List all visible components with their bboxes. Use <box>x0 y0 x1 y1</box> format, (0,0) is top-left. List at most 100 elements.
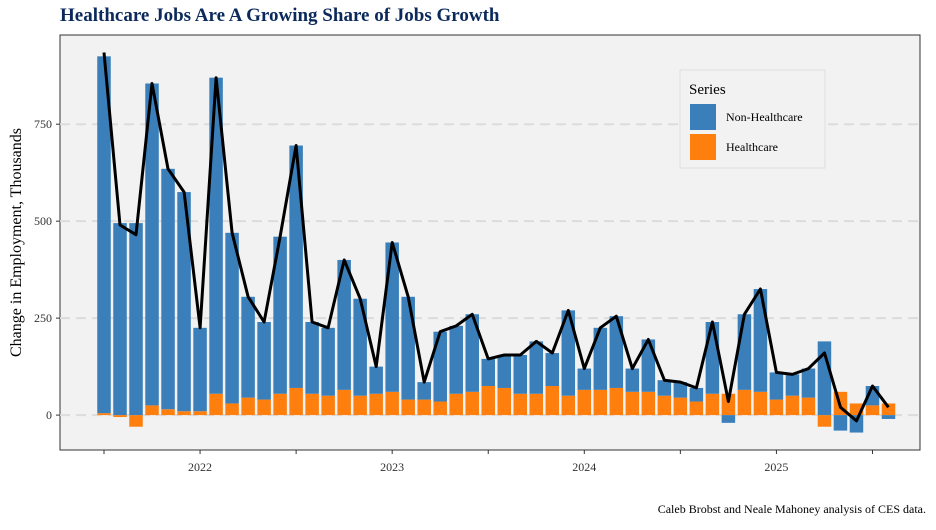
bar-healthcare <box>193 411 207 416</box>
chart-title: Healthcare Jobs Are A Growing Share of J… <box>60 5 500 26</box>
bar-healthcare <box>817 415 832 427</box>
bar-healthcare <box>705 393 720 416</box>
bar-healthcare <box>385 391 399 416</box>
legend-label: Healthcare <box>726 140 778 154</box>
bar-healthcare <box>401 399 415 416</box>
x-tick-label: 2025 <box>764 460 788 474</box>
bar-non-healthcare <box>769 372 784 400</box>
bar-healthcare <box>593 389 608 416</box>
bar-non-healthcare <box>305 322 319 394</box>
bar-healthcare <box>689 401 704 416</box>
bar-healthcare <box>561 395 576 416</box>
bar-non-healthcare <box>385 242 399 392</box>
bar-non-healthcare <box>353 298 367 396</box>
bar-healthcare <box>113 415 127 418</box>
bar-non-healthcare <box>257 322 271 400</box>
bar-non-healthcare <box>417 382 431 400</box>
bar-non-healthcare <box>193 327 207 412</box>
bar-non-healthcare <box>737 314 752 390</box>
bar-healthcare <box>657 395 672 416</box>
y-tick-label: 0 <box>46 408 52 422</box>
bar-healthcare <box>609 387 624 416</box>
x-tick-label: 2023 <box>380 460 404 474</box>
bar-non-healthcare <box>273 236 287 394</box>
bar-non-healthcare <box>529 341 544 394</box>
bar-non-healthcare <box>97 56 111 414</box>
legend-swatch <box>690 104 716 130</box>
bar-non-healthcare <box>513 354 528 394</box>
bar-healthcare <box>881 403 896 416</box>
bar-healthcare <box>241 397 255 416</box>
bar-healthcare <box>225 403 239 416</box>
bar-healthcare <box>481 386 495 416</box>
legend-label: Non-Healthcare <box>726 110 803 124</box>
bar-non-healthcare <box>369 366 383 394</box>
bar-healthcare <box>753 391 768 416</box>
bar-non-healthcare <box>321 327 335 396</box>
legend-swatch <box>690 134 716 160</box>
bar-healthcare <box>289 387 303 416</box>
bar-healthcare <box>449 393 463 416</box>
x-tick-label: 2024 <box>572 460 596 474</box>
bar-non-healthcare <box>129 223 143 416</box>
bar-healthcare <box>625 391 640 416</box>
bar-non-healthcare <box>881 415 896 419</box>
bar-non-healthcare <box>465 314 479 392</box>
bar-healthcare <box>513 393 528 416</box>
bar-healthcare <box>209 393 223 416</box>
bar-non-healthcare <box>705 322 720 394</box>
bar-healthcare <box>721 393 736 416</box>
bar-healthcare <box>369 393 383 416</box>
bar-healthcare <box>321 395 335 416</box>
bar-non-healthcare <box>337 259 351 390</box>
bar-healthcare <box>129 415 143 427</box>
bar-non-healthcare <box>801 368 816 398</box>
bar-non-healthcare <box>593 327 608 390</box>
bar-non-healthcare <box>225 232 239 404</box>
bar-non-healthcare <box>497 354 511 388</box>
bar-non-healthcare <box>433 331 447 402</box>
bar-healthcare <box>161 409 175 416</box>
bar-non-healthcare <box>113 223 127 416</box>
chart-caption: Caleb Brobst and Neale Mahoney analysis … <box>657 502 926 516</box>
bar-non-healthcare <box>449 325 463 394</box>
bar-non-healthcare <box>657 380 672 396</box>
bar-non-healthcare <box>625 368 640 392</box>
bar-healthcare <box>465 391 479 416</box>
bar-non-healthcare <box>833 415 848 431</box>
bar-non-healthcare <box>577 368 592 390</box>
y-tick-label: 500 <box>34 214 52 228</box>
bar-healthcare <box>673 397 688 416</box>
bar-healthcare <box>145 405 159 416</box>
bar-healthcare <box>97 413 111 416</box>
y-tick-label: 750 <box>34 117 52 131</box>
bar-healthcare <box>305 393 319 416</box>
x-tick-label: 2022 <box>188 460 212 474</box>
bar-non-healthcare <box>241 296 255 398</box>
bar-healthcare <box>257 399 271 416</box>
legend-title: Series <box>689 82 726 98</box>
bar-healthcare <box>177 411 191 416</box>
bar-non-healthcare <box>401 296 415 400</box>
bar-healthcare <box>641 391 656 416</box>
bar-healthcare <box>273 393 287 416</box>
bar-healthcare <box>353 395 367 416</box>
bar-non-healthcare <box>689 387 704 402</box>
bar-non-healthcare <box>481 358 495 387</box>
bar-non-healthcare <box>209 77 223 394</box>
bar-healthcare <box>801 397 816 416</box>
bar-non-healthcare <box>753 289 768 392</box>
bar-healthcare <box>577 389 592 416</box>
bar-non-healthcare <box>609 316 624 388</box>
bar-non-healthcare <box>177 192 191 412</box>
bar-non-healthcare <box>673 382 688 398</box>
bar-non-healthcare <box>561 310 576 396</box>
total-line <box>102 52 890 423</box>
y-tick-label: 250 <box>34 311 52 325</box>
bar-healthcare <box>785 395 800 416</box>
bar-healthcare <box>737 389 752 416</box>
y-axis-label: Change in Employment, Thousands <box>8 128 25 357</box>
bar-non-healthcare <box>289 145 303 388</box>
bar-healthcare <box>337 389 351 416</box>
